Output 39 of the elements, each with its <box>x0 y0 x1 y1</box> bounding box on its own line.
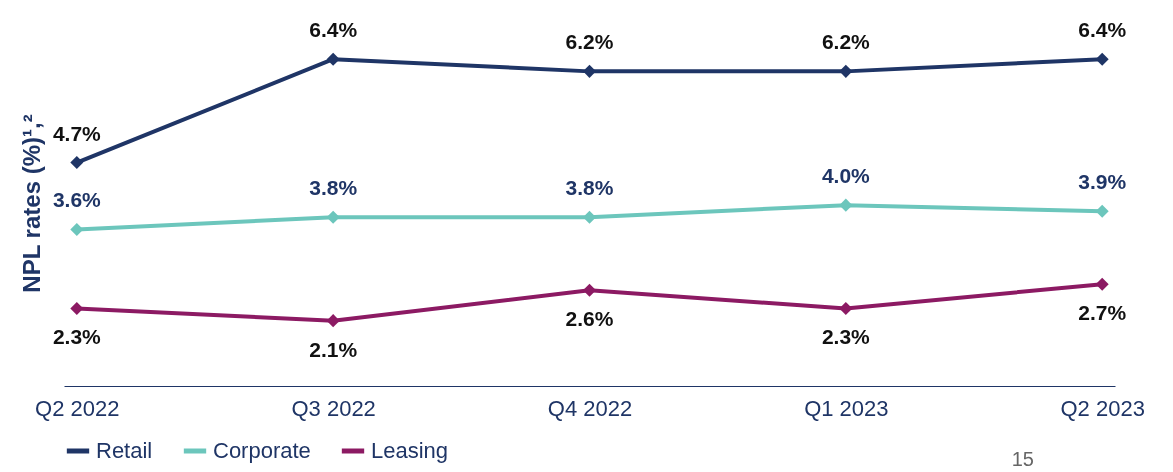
point <box>1095 52 1109 66</box>
point <box>70 156 84 170</box>
data-label: 3.8% <box>565 176 614 200</box>
data-label: 6.2% <box>565 30 614 54</box>
point <box>326 314 340 328</box>
x-tick-label: Q4 2022 <box>547 395 633 421</box>
point <box>839 198 853 212</box>
point <box>326 52 340 66</box>
text: 15 <box>1011 448 1034 470</box>
data-label: 3.9% <box>1078 170 1127 194</box>
data-label: 6.4% <box>1078 18 1127 42</box>
legend-label: Retail <box>96 438 153 463</box>
data-label: 6.2% <box>821 30 871 54</box>
data-label: 4.7% <box>52 121 102 145</box>
legend-label: Leasing <box>371 438 449 463</box>
data-label: 2.7% <box>1078 301 1127 325</box>
point <box>326 210 340 224</box>
point <box>1095 204 1109 218</box>
data-label: 4.0% <box>821 164 871 188</box>
point <box>839 64 853 78</box>
data-label: 2.1% <box>309 337 358 361</box>
point <box>70 301 84 315</box>
data-label: 2.3% <box>821 325 871 349</box>
x-tick-label: Q2 2023 <box>1060 395 1145 421</box>
data-label: 6.4% <box>309 18 358 42</box>
data-label: 2.3% <box>52 325 102 349</box>
data-label: 2.6% <box>565 307 614 331</box>
x-tick-label: Q3 2022 <box>291 395 376 421</box>
point <box>1095 277 1109 291</box>
x-tick-label: Q2 2022 <box>35 395 120 421</box>
point <box>839 301 853 315</box>
x-tick-label: Q1 2023 <box>804 395 889 421</box>
legend-label: Corporate <box>213 438 311 463</box>
point <box>582 64 597 78</box>
data-label: 3.8% <box>309 176 358 200</box>
point <box>582 283 597 297</box>
point <box>70 222 84 236</box>
y-axis-title: NPL rates (%)¹,² <box>17 114 45 293</box>
data-label: 3.6% <box>52 188 102 212</box>
